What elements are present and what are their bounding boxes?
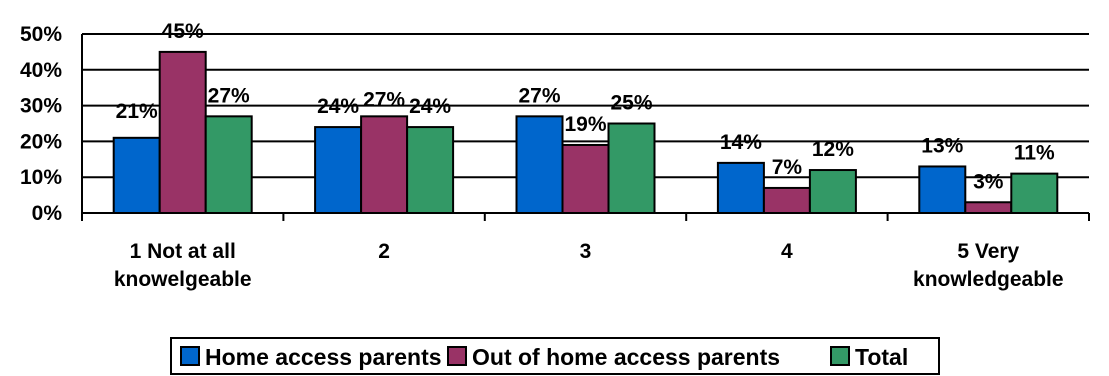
category-label: 4 (781, 240, 793, 263)
data-label: 3% (973, 170, 1004, 193)
data-label: 11% (1014, 142, 1055, 165)
data-label: 25% (610, 92, 652, 115)
category-label: knowelgeable (114, 268, 252, 291)
category-label: 2 (378, 240, 390, 263)
bar (158, 50, 207, 215)
x-axis: 1 Not at all knowelgeable 2 3 4 5 Very knowled… (81, 212, 1090, 291)
legend-swatch (447, 346, 467, 366)
y-tick-label: 40% (20, 59, 62, 82)
y-tick-label: 10% (20, 166, 62, 189)
y-tick-label: 30% (20, 95, 62, 118)
data-label: 24% (317, 95, 359, 118)
data-label: 21% (116, 100, 158, 123)
data-label: 12% (812, 138, 854, 161)
legend-box (170, 337, 940, 375)
legend-swatch (830, 346, 850, 366)
y-axis: 0% 10% 20% 30% 40% 50% (20, 23, 83, 225)
legend-label: Home access parents (205, 344, 442, 370)
bars (112, 50, 1059, 215)
bar (716, 161, 765, 215)
y-tick-label: 50% (20, 23, 62, 46)
data-label: 45% (162, 20, 204, 43)
data-labels: 21%45%27% 24% 27% 24% 27%19%25%14%7%12% 13%3%… (116, 20, 1055, 193)
data-label: 13% (921, 134, 963, 157)
category-label: knowledgeable (913, 268, 1064, 291)
data-label: 27% (518, 84, 560, 107)
bar (808, 169, 857, 214)
category-label: 3 (580, 240, 592, 263)
data-label: 24% (409, 95, 451, 118)
bar (964, 201, 1013, 214)
y-tick-label: 20% (20, 130, 62, 153)
legend-label: Total (855, 344, 908, 370)
bar (515, 115, 564, 214)
bar (918, 165, 967, 215)
bar (762, 186, 811, 215)
data-label: 14% (720, 131, 762, 154)
legend-label: Out of home access parents (472, 344, 780, 370)
bar (360, 115, 409, 214)
data-label: 27% (208, 84, 250, 107)
bar (607, 122, 656, 214)
bar (561, 143, 610, 214)
data-label: 7% (772, 156, 803, 179)
bar (314, 126, 363, 214)
category-label: 1 Not at all (130, 240, 236, 263)
legend-swatch (180, 346, 200, 366)
bar (1010, 172, 1059, 214)
legend: Home access parents Out of home access pa… (170, 337, 940, 375)
bar (112, 136, 161, 215)
y-tick-label: 0% (32, 202, 63, 225)
category-label: 5 Very (957, 240, 1019, 263)
bar (406, 126, 455, 214)
data-label: 27% (363, 88, 405, 111)
bar (204, 115, 253, 214)
data-label: 19% (564, 113, 606, 136)
